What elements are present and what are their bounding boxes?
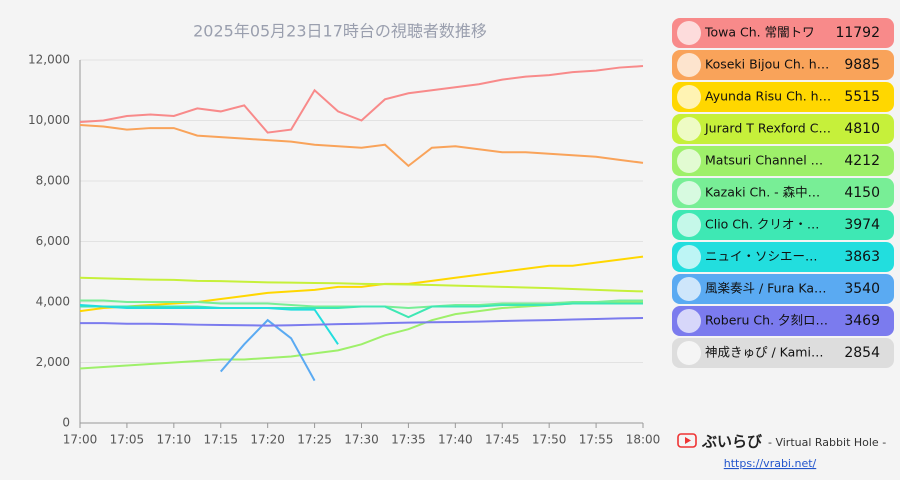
- series-line: [79, 255, 644, 313]
- legend-label: Jurard T Rexford C…: [704, 121, 831, 136]
- footer: ぶいらび - Virtual Rabbit Hole - https://vra…: [677, 433, 886, 470]
- legend-value: 4150: [844, 185, 880, 201]
- x-tick-label: 17:25: [297, 433, 332, 447]
- legend-swatch: [672, 242, 894, 272]
- x-tick-label: 17:35: [391, 433, 426, 447]
- series-line: [80, 302, 643, 319]
- legend-label: Koseki Bijou Ch. h…: [705, 57, 829, 72]
- y-tick-label: 0: [62, 416, 70, 430]
- x-tick-label: 17:20: [250, 433, 285, 447]
- link[interactable]: https://vrabi.net/: [724, 457, 817, 470]
- chart-title: 2025年05月23日17時台の視聴者数推移: [193, 22, 487, 41]
- avatar: [677, 245, 701, 269]
- series-line: [79, 276, 644, 293]
- legend-label: Clio Ch. クリオ・…: [705, 217, 819, 232]
- legend-swatch: [672, 146, 894, 176]
- series-line: [79, 304, 339, 345]
- y-tick-label: 4,000: [36, 295, 70, 309]
- legend-value: 9885: [844, 57, 880, 73]
- legend-label: Matsuri Channel …: [705, 153, 823, 168]
- series-line: [79, 124, 644, 168]
- avatar: [677, 213, 701, 237]
- legend-swatch: [672, 114, 894, 144]
- legend-label: Ayunda Risu Ch. h…: [705, 89, 831, 104]
- legend-value: 11792: [835, 25, 880, 41]
- legend-label: Towa Ch. 常闇トワ: [704, 25, 815, 40]
- x-tick-label: 17:05: [110, 433, 145, 447]
- legend-value: 3469: [844, 313, 880, 329]
- legend-value: 2854: [844, 345, 880, 361]
- legend-label: 風楽奏斗 / Fura Ka…: [705, 281, 827, 296]
- y-tick-label: 10,000: [28, 113, 70, 127]
- tagline: - Virtual Rabbit Hole -: [768, 436, 886, 449]
- series-line: [80, 317, 644, 327]
- avatar: [677, 277, 701, 301]
- legend-swatch: [672, 338, 894, 368]
- x-tick-label: 17:45: [485, 433, 520, 447]
- brand: ぶいらび: [701, 433, 762, 451]
- legend-label: Kazaki Ch. ‐ 森中…: [705, 185, 820, 200]
- legend-swatch: [672, 18, 894, 48]
- y-tick-label: 2,000: [36, 355, 70, 369]
- x-tick-label: 17:30: [344, 433, 379, 447]
- legend-swatch: [672, 50, 894, 80]
- legend-swatch: [672, 82, 894, 112]
- legend-value: 5515: [844, 89, 880, 105]
- legend-label: ニュイ・ソシエー…: [705, 249, 818, 264]
- avatar: [677, 53, 701, 77]
- x-tick-label: 17:55: [579, 433, 614, 447]
- ranking-panel: Towa Ch. 常闇トワ 11792 Koseki Bijou Ch. h… 988…: [672, 18, 894, 368]
- legend-value: 4810: [844, 121, 880, 137]
- y-tick-label: 12,000: [28, 53, 70, 67]
- x-tick-label: 18:00: [626, 433, 661, 447]
- avatar: [677, 117, 701, 141]
- x-tick-label: 17:50: [532, 433, 567, 447]
- series-line: [79, 65, 644, 134]
- logo-icon: [677, 433, 697, 448]
- legend-label: 神成きゅぴ / Kami…: [705, 345, 823, 360]
- y-tick-label: 6,000: [36, 234, 70, 248]
- legend-swatch: [672, 274, 894, 304]
- legend-swatch: [672, 306, 894, 336]
- legend-swatch: [672, 178, 894, 208]
- legend-swatch: [672, 210, 894, 240]
- avatar: [677, 181, 701, 205]
- x-tick-label: 17:40: [438, 433, 473, 447]
- legend-value: 3974: [844, 217, 880, 233]
- logo-icon: [685, 437, 691, 444]
- avatar: [677, 341, 701, 365]
- avatar: [677, 85, 701, 109]
- x-tick-label: 17:15: [203, 433, 238, 447]
- avatar: [677, 21, 701, 45]
- legend-value: 3863: [844, 249, 880, 265]
- avatar: [677, 149, 701, 173]
- legend-value: 4212: [844, 153, 880, 169]
- avatar: [677, 309, 701, 333]
- x-tick-label: 17:10: [157, 433, 192, 447]
- legend-label: Roberu Ch. 夕刻ロ…: [705, 313, 828, 328]
- x-tick-label: 17:00: [63, 433, 98, 447]
- y-tick-label: 8,000: [36, 174, 70, 188]
- legend-value: 3540: [844, 281, 880, 297]
- series-line: [219, 318, 316, 382]
